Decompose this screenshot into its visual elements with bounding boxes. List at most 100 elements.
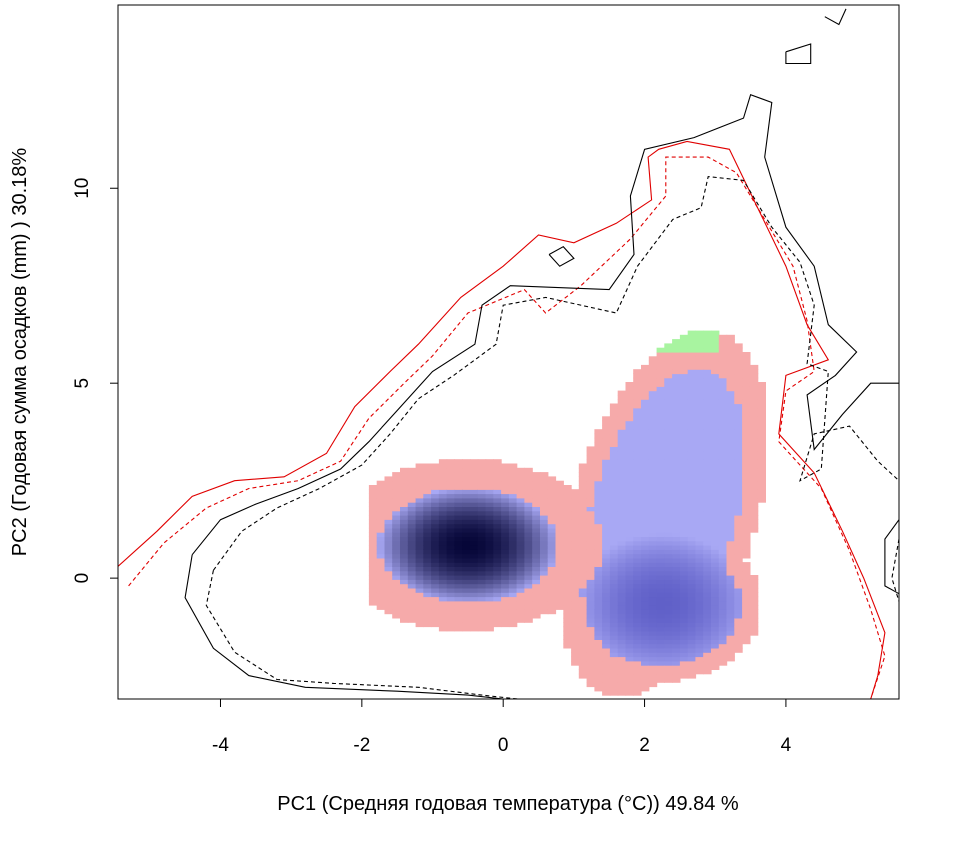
density-cell: [571, 532, 580, 537]
density-cell: [524, 579, 533, 585]
density-cell: [687, 519, 697, 525]
density-cell: [376, 579, 386, 585]
density-cell: [641, 583, 650, 589]
density-cell: [625, 519, 634, 525]
density-cell: [384, 549, 393, 555]
density-cell: [586, 536, 595, 542]
density-cell: [392, 587, 401, 593]
density-cell: [400, 596, 409, 602]
density-cell: [749, 373, 759, 379]
density-cell: [470, 570, 479, 576]
density-cell: [376, 587, 386, 593]
density-cell: [454, 557, 463, 563]
density-cell: [664, 433, 673, 439]
density-cell: [718, 377, 728, 383]
density-cell: [508, 519, 518, 525]
density-cell: [641, 626, 650, 632]
density-cell: [415, 545, 424, 550]
density-cell: [493, 472, 502, 477]
density-cell: [609, 622, 619, 628]
density-cell: [695, 373, 704, 379]
density-cell: [656, 467, 665, 473]
density-cell: [664, 377, 673, 383]
density-cell: [477, 579, 487, 585]
density-cell: [703, 377, 712, 383]
density-cell: [400, 480, 409, 486]
density-cell: [578, 635, 588, 640]
density-cell: [641, 497, 650, 503]
density-cell: [586, 502, 595, 507]
density-cell: [501, 463, 510, 469]
density-cell: [376, 596, 386, 602]
density-cell: [664, 549, 673, 555]
contour-line: [184, 554, 504, 699]
density-cell: [617, 394, 627, 400]
density-cell: [540, 497, 549, 503]
density-cell: [602, 557, 611, 563]
density-cell: [407, 596, 417, 602]
density-cell: [656, 639, 665, 645]
density-cell: [703, 600, 712, 606]
density-cell: [555, 557, 564, 563]
density-cell: [563, 497, 572, 503]
density-cell: [563, 527, 572, 533]
density-cell: [742, 386, 751, 392]
density-cell: [672, 600, 681, 606]
density-cell: [718, 519, 728, 525]
density-cell: [656, 360, 665, 366]
density-cell: [400, 506, 409, 512]
density-cell: [695, 639, 704, 645]
density-cell: [602, 549, 611, 555]
density-cell: [431, 557, 440, 563]
density-cell: [532, 592, 541, 598]
density-cell: [594, 587, 603, 593]
density-cell: [594, 570, 603, 576]
density-cell: [695, 527, 704, 533]
density-cell: [477, 553, 487, 559]
density-cell: [462, 549, 471, 555]
density-cell: [431, 566, 440, 572]
density-cell: [586, 450, 595, 456]
density-cell: [501, 609, 510, 615]
density-cell: [470, 557, 479, 563]
density-cell: [477, 557, 487, 563]
density-cell: [679, 647, 689, 653]
density-cell: [532, 549, 541, 555]
density-cell: [641, 433, 650, 439]
density-cell: [454, 617, 463, 623]
density-cell: [392, 540, 401, 546]
density-cell: [718, 454, 728, 460]
density-cell: [368, 566, 378, 572]
density-cell: [384, 575, 393, 580]
density-cell: [563, 519, 572, 525]
density-cell: [664, 562, 673, 567]
density-cell: [718, 472, 728, 477]
density-cell: [679, 386, 689, 392]
density-cell: [555, 489, 564, 495]
density-cell: [594, 686, 603, 692]
density-cell: [672, 480, 681, 486]
density-cell: [485, 587, 494, 593]
density-cell: [734, 605, 743, 610]
density-cell: [501, 583, 510, 589]
density-cell: [602, 442, 611, 447]
density-cell: [641, 519, 650, 525]
density-cell: [734, 493, 743, 499]
density-cell: [718, 617, 728, 623]
density-cell: [384, 519, 393, 525]
density-cell: [578, 536, 588, 542]
density-cell: [594, 489, 603, 495]
density-cell: [648, 682, 658, 688]
density-cell: [477, 570, 487, 576]
density-cell: [687, 647, 697, 653]
density-cell: [392, 493, 401, 499]
density-cell: [594, 540, 603, 546]
density-cell: [711, 639, 720, 645]
density-cell: [726, 429, 735, 435]
density-cell: [423, 622, 432, 628]
density-cell: [695, 334, 704, 340]
density-cell: [438, 600, 448, 606]
density-cell: [578, 545, 588, 550]
density-cell: [679, 347, 689, 353]
density-cell: [711, 497, 720, 503]
